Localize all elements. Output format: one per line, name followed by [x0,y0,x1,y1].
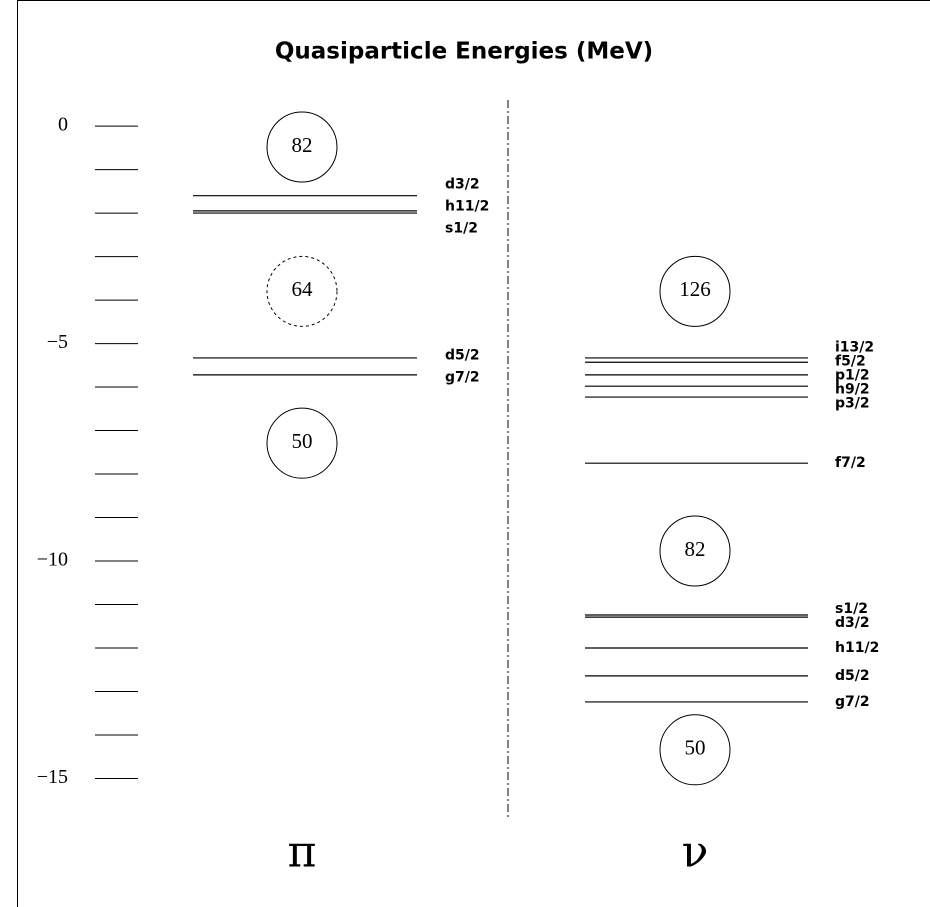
y-tick-label: 0 [58,114,68,136]
level-label: g7/2 [835,694,870,710]
y-tick-label: −5 [47,331,68,353]
level-label: d5/2 [445,347,480,363]
level-label: g7/2 [445,369,480,385]
shell-gap [659,515,731,587]
column-name: ν [682,827,709,878]
level-label: s1/2 [445,221,478,237]
shell-gap-label: 82 [292,133,313,157]
level-label: d5/2 [835,668,870,684]
shell-gap-label: 50 [292,429,313,453]
shell-gap [266,407,338,479]
shell-gap [266,255,338,327]
shell-gap-label: 126 [679,277,711,301]
shell-gap-label: 50 [685,736,706,760]
y-tick-label: −10 [37,549,68,571]
level-label: p3/2 [835,396,870,412]
level-label: i13/2 [835,340,874,356]
level-label: h11/2 [445,199,489,215]
level-label: d3/2 [835,615,870,631]
level-label: f7/2 [835,455,866,471]
level-label: f5/2 [835,354,866,370]
level-label: s1/2 [835,601,868,617]
shell-gap [266,111,338,183]
level-label: p1/2 [835,368,870,384]
level-label: h9/2 [835,382,870,398]
column-name: π [288,827,317,878]
shell-gap [659,255,731,327]
frame [17,0,930,907]
shell-gap-label: 64 [292,277,314,301]
shell-gap [659,714,731,786]
level-label: d3/2 [445,177,480,193]
shell-gap-label: 82 [685,537,706,561]
level-label: h11/2 [835,640,879,656]
title: Quasiparticle Energies (MeV) [275,39,653,65]
y-tick-label: −15 [37,766,68,788]
